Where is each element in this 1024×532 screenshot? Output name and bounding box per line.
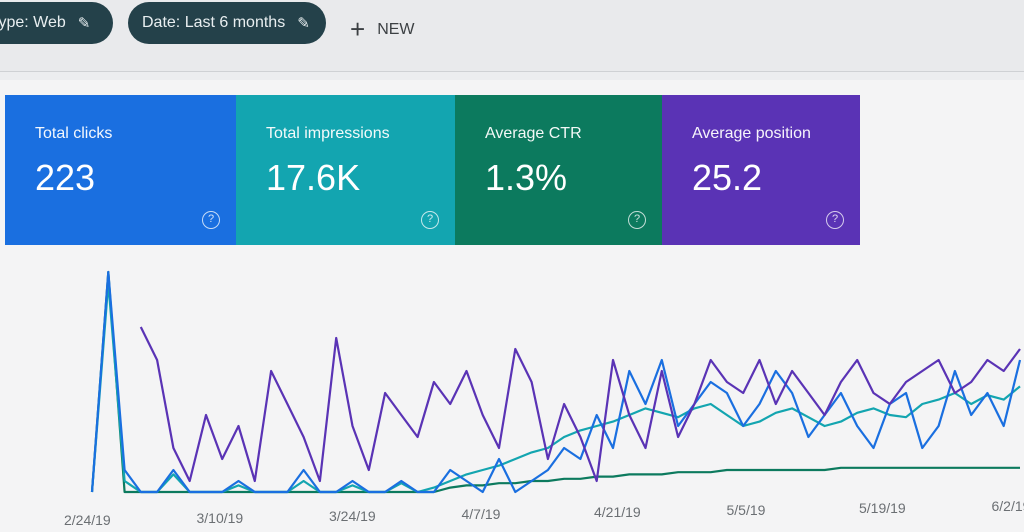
plus-icon: + <box>350 14 366 44</box>
x-tick-label: 3/10/19 <box>196 510 244 526</box>
series-line-2 <box>90 281 1021 494</box>
metric-label: Total clicks <box>35 125 113 142</box>
metric-card-average-ctr[interactable]: Average CTR 1.3% ? <box>455 95 662 245</box>
help-icon[interactable]: ? <box>202 211 220 229</box>
x-tick-label: 4/7/19 <box>461 506 501 522</box>
x-tick-label: 4/21/19 <box>594 504 641 520</box>
filter-bar: type: Web ✎ Date: Last 6 months ✎ + NEW <box>0 0 1024 72</box>
filter-chip-search-type[interactable]: type: Web ✎ <box>0 2 113 44</box>
filter-chip-date[interactable]: Date: Last 6 months ✎ <box>128 2 326 44</box>
x-tick-label: 6/2/19 <box>991 498 1024 514</box>
new-label: NEW <box>377 20 415 38</box>
help-icon[interactable]: ? <box>421 211 439 229</box>
x-tick-label: 3/24/19 <box>329 508 376 524</box>
metric-value: 17.6K <box>266 157 361 198</box>
help-icon[interactable]: ? <box>628 211 646 229</box>
metric-card-average-position[interactable]: Average position 25.2 ? <box>662 95 860 245</box>
x-tick-label: 5/19/19 <box>859 500 906 516</box>
series-line-1 <box>90 270 1022 494</box>
x-tick-label: 5/5/19 <box>726 502 766 518</box>
metric-label: Average CTR <box>485 125 582 142</box>
pencil-icon[interactable]: ✎ <box>77 15 91 32</box>
metric-value: 223 <box>35 157 96 198</box>
metric-value: 25.2 <box>692 157 763 198</box>
metric-card-total-impressions[interactable]: Total impressions 17.6K ? <box>236 95 455 245</box>
metric-value: 1.3% <box>485 157 568 198</box>
new-filter-button[interactable]: + NEW <box>350 14 415 45</box>
pencil-icon[interactable]: ✎ <box>297 15 310 32</box>
filter-label: type: Web <box>0 14 66 31</box>
metric-card-total-clicks[interactable]: Total clicks 223 ? <box>5 95 236 245</box>
series-line-3 <box>90 270 1020 494</box>
performance-panel: Total clicks 223 ? Total impressions 17.… <box>0 80 1024 532</box>
filter-label: Date: Last 6 months <box>142 14 286 31</box>
metric-label: Total impressions <box>266 125 390 142</box>
help-icon[interactable]: ? <box>826 211 844 229</box>
series-line-0 <box>139 326 1021 483</box>
x-tick-label: 2/24/19 <box>64 512 111 528</box>
metric-label: Average position <box>692 125 811 142</box>
